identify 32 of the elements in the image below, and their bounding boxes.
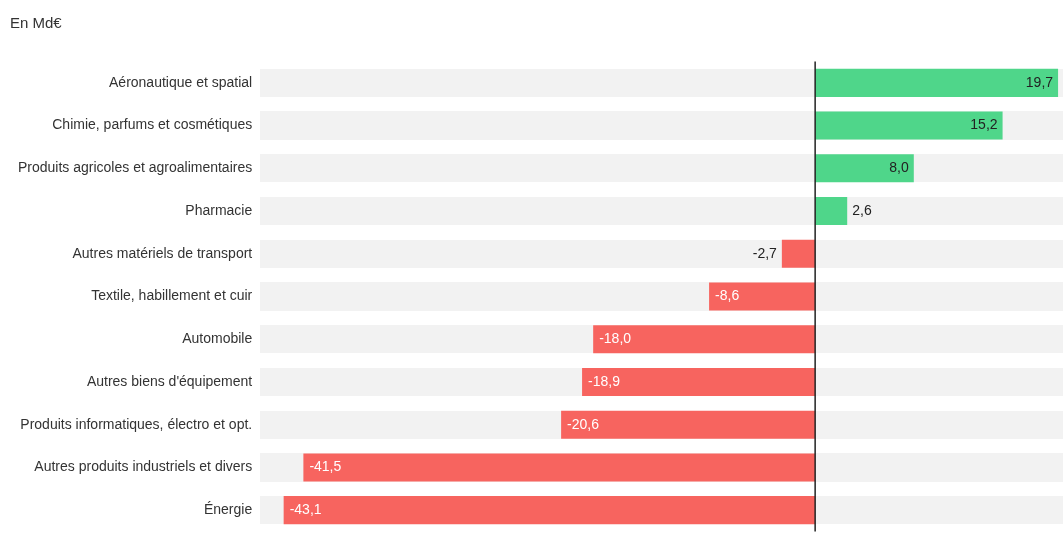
y-tick-label: Produits informatiques, électro et opt. xyxy=(20,415,253,432)
data-label: 2,6 xyxy=(852,201,872,218)
y-tick-label: Chimie, parfums et cosmétiques xyxy=(52,116,253,133)
bar xyxy=(815,154,914,183)
y-tick-label: Pharmacie xyxy=(185,201,253,218)
y-tick-label: Textile, habillement et cuir xyxy=(91,287,253,304)
bar xyxy=(593,325,816,354)
bar xyxy=(815,111,1003,140)
data-label: -18,9 xyxy=(588,372,621,389)
y-tick-label: Énergie xyxy=(203,501,253,518)
bar xyxy=(781,239,816,268)
y-tick-label: Produits agricoles et agroalimentaires xyxy=(17,159,253,176)
y-tick-label: Autres produits industriels et divers xyxy=(34,458,253,475)
data-label: 8,0 xyxy=(889,159,909,176)
data-label: -8,6 xyxy=(715,287,740,304)
data-label: -43,1 xyxy=(289,501,322,518)
bar xyxy=(815,196,848,226)
data-label: -2,7 xyxy=(752,244,778,261)
data-label: -18,0 xyxy=(599,330,632,347)
data-label: 19,7 xyxy=(1025,73,1054,90)
y-tick-label: Autres biens d'équipement xyxy=(86,372,253,389)
y-tick-label: Automobile xyxy=(182,330,253,347)
y-tick-label: Autres matériels de transport xyxy=(72,244,253,261)
bar xyxy=(709,282,816,311)
bar xyxy=(582,367,816,397)
text: En Md€ xyxy=(10,14,62,31)
bar xyxy=(561,410,816,439)
y-tick-label: Aéronautique et spatial xyxy=(109,73,253,90)
data-label: -41,5 xyxy=(309,458,342,475)
data-label: -20,6 xyxy=(567,415,600,432)
bar xyxy=(815,68,1059,97)
data-label: 15,2 xyxy=(970,116,998,133)
